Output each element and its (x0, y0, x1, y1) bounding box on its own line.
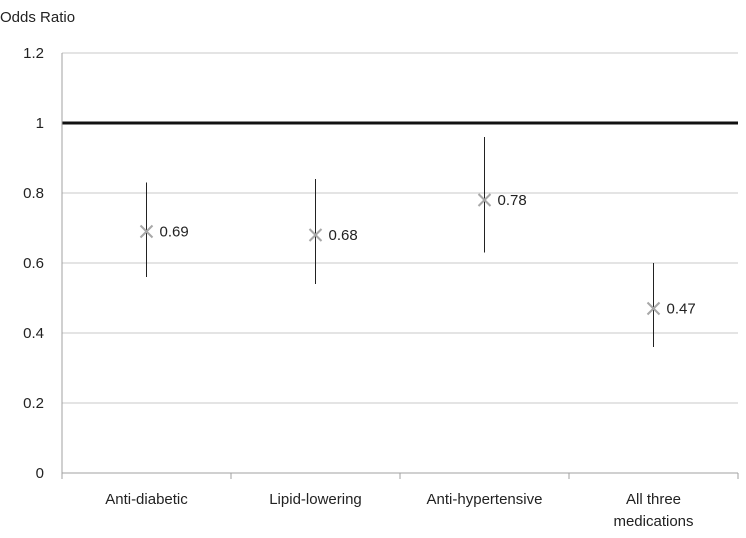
x-category-label: All three medications (613, 491, 693, 530)
y-axis-title: Odds Ratio (0, 9, 75, 26)
value-labels: 0.69 0.68 0.78 0.47 (160, 192, 696, 318)
x-category-label: Lipid-lowering (269, 491, 362, 508)
x-category-label: Anti-hypertensive (427, 491, 543, 508)
point-markers (139, 193, 661, 316)
grid-lines (62, 52, 738, 404)
x-category-label-line: medications (613, 513, 693, 530)
y-tick-label: 1 (36, 115, 44, 132)
x-category-label-line: Lipid-lowering (269, 491, 362, 508)
point-marker (308, 228, 323, 242)
x-category-label-line: Anti-diabetic (105, 491, 188, 508)
x-category-label-line: Anti-hypertensive (427, 491, 543, 508)
y-tick-label: 0.6 (23, 255, 44, 272)
axes (61, 53, 739, 479)
x-tick-labels: Anti-diabetic Lipid-lowering Anti-hyperten… (105, 491, 693, 530)
data-value-label: 0.78 (498, 192, 527, 209)
point-marker-stroke (646, 301, 661, 316)
point-marker (646, 301, 661, 316)
y-tick-label: 1.2 (23, 45, 44, 62)
data-value-label: 0.68 (329, 227, 358, 244)
x-category-label: Anti-diabetic (105, 491, 188, 508)
y-tick-label: 0.8 (23, 185, 44, 202)
error-bars (146, 137, 654, 347)
point-marker-stroke (308, 228, 323, 242)
point-marker (477, 193, 492, 207)
data-value-label: 0.47 (667, 301, 696, 318)
point-marker-stroke (477, 193, 492, 207)
y-tick-labels: 0 0.2 0.4 0.6 0.8 1 1.2 (23, 45, 44, 482)
data-value-label: 0.69 (160, 224, 189, 241)
x-category-label-line: All three (626, 491, 681, 508)
point-marker-stroke (139, 224, 154, 239)
point-marker (139, 224, 154, 239)
y-tick-label: 0.2 (23, 395, 44, 412)
y-tick-label: 0 (36, 465, 44, 482)
y-tick-label: 0.4 (23, 325, 44, 342)
